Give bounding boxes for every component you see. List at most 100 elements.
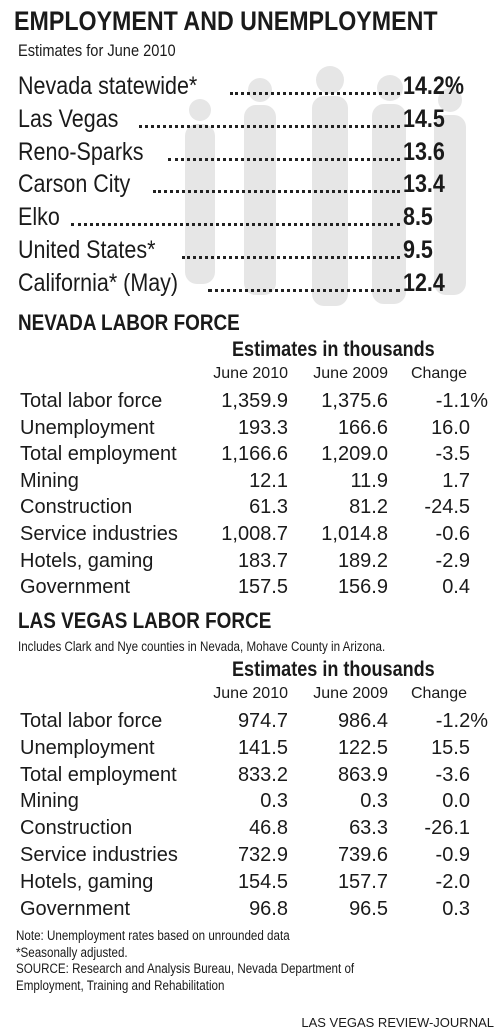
footnote: SOURCE: Research and Analysis Bureau, Ne… (16, 961, 355, 976)
background-silhouettes (185, 66, 466, 306)
rate-label: Las Vegas (18, 104, 119, 133)
cell-value: 193.3 (237, 416, 288, 439)
rate-row: United States* (18, 238, 402, 263)
rate-row: Nevada statewide* (18, 74, 402, 99)
cell-value: 81.2 (349, 496, 388, 519)
cell-value: 183.7 (237, 549, 288, 572)
rate-row: Reno-Sparks (18, 137, 402, 166)
rate-value: 14.5 (403, 104, 445, 133)
cell-value: -3.5 (435, 443, 470, 466)
cell-value: 96.5 (349, 897, 388, 920)
cell-value: 1,166.6 (221, 443, 288, 466)
rate-row: Elko (18, 205, 402, 230)
cell-value: 1,008.7 (221, 523, 288, 545)
table-caption: Estimates in thousands (232, 338, 435, 361)
row-label: Service industries (20, 844, 178, 866)
rate-value: 12.4 (403, 268, 445, 297)
row-label: Unemployment (20, 736, 155, 759)
rate-label: Elko (18, 203, 60, 232)
rate-value: 8.5 (403, 203, 433, 232)
row-label: Total labor force (20, 390, 163, 412)
dot-leader (138, 124, 400, 128)
section-note: Includes Clark and Nye counties in Nevad… (18, 639, 386, 654)
column-header: Change (410, 365, 467, 382)
cell-value: -26.1 (424, 817, 470, 840)
cell-value: 1,359.9 (221, 390, 288, 412)
section-title: NEVADA LABOR FORCE (18, 310, 240, 335)
footnote: Note: Unemployment rates based on unroun… (16, 928, 290, 943)
rate-value: 13.4 (403, 170, 445, 199)
dot-leader (230, 92, 400, 95)
title: EMPLOYMENT AND UNEMPLOYMENT (14, 6, 438, 36)
cell-value: 986.4 (337, 710, 388, 732)
dot-leader (70, 223, 400, 227)
cell-value: 739.6 (337, 844, 388, 866)
rate-label: Carson City (18, 170, 131, 199)
cell-value: 833.2 (237, 763, 288, 786)
cell-value: 863.9 (337, 763, 388, 786)
row-label: Hotels, gaming (20, 870, 154, 893)
footnote: Employment, Training and Rehabilitation (16, 977, 225, 993)
column-header: June 2009 (313, 365, 388, 382)
dot-leader (152, 190, 400, 194)
cell-value: 157.7 (337, 870, 388, 893)
column-header: June 2009 (313, 685, 388, 702)
cell-value: 156.9 (337, 576, 388, 599)
cell-value: 732.9 (237, 844, 288, 866)
cell-value: 141.5 (237, 736, 288, 759)
rate-row: Carson City (18, 172, 402, 197)
cell-value: 0.0 (442, 790, 470, 813)
row-label: Total employment (20, 763, 177, 786)
cell-value: 15.5 (431, 736, 470, 759)
row-label: Mining (20, 469, 79, 492)
cell-value: 189.2 (337, 549, 388, 572)
credit: LAS VEGAS REVIEW-JOURNAL (301, 1015, 494, 1030)
cell-value: -2.9 (435, 549, 470, 572)
cell-value: 1.7 (442, 469, 470, 492)
cell-value: 157.5 (237, 576, 288, 599)
column-header: June 2010 (213, 365, 288, 382)
rate-row: Las Vegas (18, 104, 402, 133)
footnote: *Seasonally adjusted. (16, 944, 128, 960)
cell-value: 154.5 (237, 870, 288, 893)
cell-value: 166.6 (337, 416, 388, 439)
row-label: Government (20, 897, 131, 920)
column-header: Change (410, 685, 467, 702)
column-header: June 2010 (213, 685, 288, 702)
cell-value: 11.9 (350, 469, 388, 492)
table-caption: Estimates in thousands (232, 658, 435, 681)
row-label: Construction (20, 496, 133, 519)
rate-label: United States* (18, 236, 156, 264)
cell-value: -1.1% (435, 390, 488, 412)
dot-leader (208, 288, 400, 292)
subtitle: Estimates for June 2010 (18, 41, 176, 60)
cell-value: -3.6 (435, 763, 470, 786)
dot-leader (167, 157, 400, 161)
rate-row: California* (May) (18, 270, 402, 296)
rate-value: 13.6 (403, 137, 445, 166)
row-label: Unemployment (20, 416, 155, 439)
row-label: Mining (20, 790, 79, 813)
row-label: Service industries (20, 523, 178, 545)
cell-value: 0.3 (442, 897, 470, 920)
cell-value: -1.2% (435, 710, 488, 732)
cell-value: 1,375.6 (321, 390, 388, 412)
cell-value: -2.0 (435, 870, 470, 893)
cell-value: 16.0 (431, 416, 470, 439)
cell-value: 1,014.8 (321, 523, 388, 545)
rate-value: 9.5 (403, 236, 433, 264)
cell-value: 12.1 (249, 469, 288, 492)
rate-value: 14.2% (403, 72, 464, 100)
rate-label: Nevada statewide* (18, 72, 198, 100)
row-label: Total labor force (20, 710, 163, 732)
cell-value: 974.7 (237, 710, 288, 732)
cell-value: 0.4 (442, 576, 470, 599)
cell-value: 61.3 (249, 496, 288, 519)
row-label: Construction (20, 817, 133, 840)
rate-label: Reno-Sparks (18, 137, 144, 166)
cell-value: 46.8 (249, 817, 288, 840)
cell-value: 0.3 (260, 790, 288, 813)
cell-value: 63.3 (349, 817, 388, 840)
cell-value: -24.5 (424, 496, 470, 519)
